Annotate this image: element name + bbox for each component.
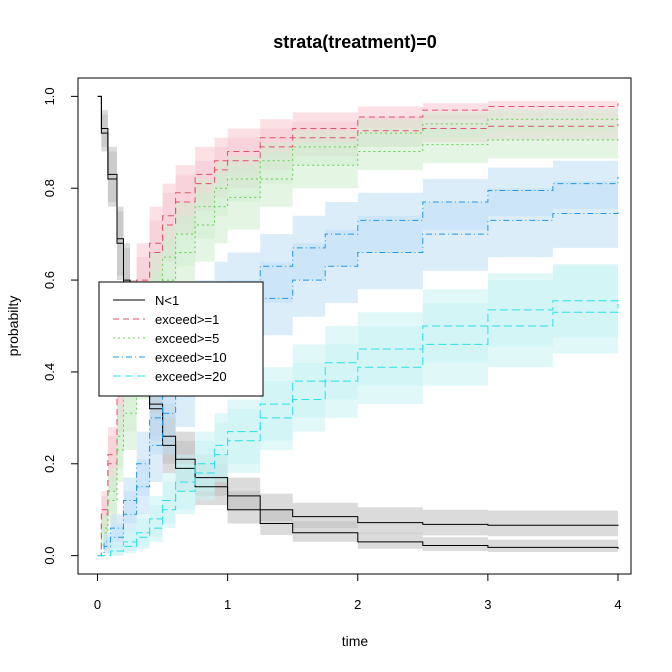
legend-label: exceed>=20 — [155, 369, 227, 384]
legend-label: exceed>=5 — [155, 331, 219, 346]
legend-label: exceed>=1 — [155, 312, 219, 327]
y-tick-label: 0.2 — [42, 455, 57, 473]
y-axis-label: probabilty — [5, 296, 21, 357]
x-tick-label: 2 — [354, 597, 361, 612]
legend-label: N<1 — [155, 293, 179, 308]
legend: N<1 exceed>=1 exceed>=5 exceed>=10 exceed>=2… — [98, 281, 264, 397]
x-tick-label: 4 — [614, 597, 621, 612]
y-tick-label: 0.8 — [42, 179, 57, 197]
y-tick-label: 0.0 — [42, 547, 57, 565]
series-line-1-1 — [97, 123, 619, 557]
legend-label: exceed>=10 — [155, 350, 227, 365]
ci-band-series-3-0 — [97, 156, 618, 556]
series-line-0-1 — [97, 95, 619, 549]
x-tick-label: 0 — [94, 597, 101, 612]
series-line-2-1 — [97, 137, 619, 557]
y-axis: 0.0 0.2 0.4 0.6 0.8 1.0 — [42, 87, 79, 565]
x-tick-label: 1 — [224, 597, 231, 612]
y-tick-label: 0.6 — [42, 271, 57, 289]
x-tick-label: 3 — [484, 597, 491, 612]
legend-box — [98, 281, 264, 397]
series-line-3-0 — [97, 176, 619, 557]
series-line-4-1 — [97, 304, 619, 557]
series-lines — [97, 95, 619, 557]
x-axis: 0 1 2 3 4 — [94, 573, 622, 612]
x-axis-label: time — [342, 633, 369, 649]
y-tick-label: 1.0 — [42, 87, 57, 105]
y-tick-label: 0.4 — [42, 363, 57, 381]
chart-title: strata(treatment)=0 — [273, 32, 437, 52]
